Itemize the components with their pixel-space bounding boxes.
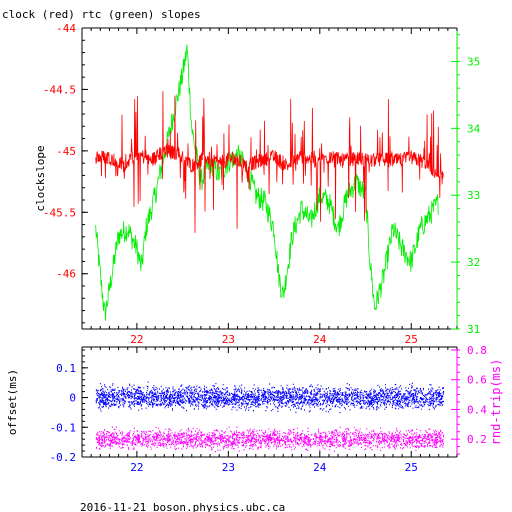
footer-text: 2016-11-21 boson.physics.ubc.ca [80, 501, 285, 512]
y2-tick-label: 0.4 [467, 403, 487, 416]
x-tick-label: 25 [405, 333, 418, 346]
x-tick-label: 22 [130, 333, 143, 346]
x-tick-label: 25 [405, 461, 418, 474]
y2-tick-label: 34 [467, 122, 481, 135]
y2-tick-label: 0.8 [467, 344, 487, 357]
x-tick-label: 24 [313, 333, 327, 346]
y-tick-label: -46 [56, 268, 76, 281]
y-tick-label: -0.1 [50, 421, 77, 434]
y-axis-label: clockslope [34, 145, 47, 211]
y-tick-label: -44 [56, 22, 76, 35]
y-tick-label: 0 [69, 392, 76, 405]
y2-tick-label: 31 [467, 323, 480, 336]
y-tick-label: 0.1 [56, 362, 76, 375]
y2-tick-label: 0.6 [467, 374, 487, 387]
y-tick-label: -0.2 [50, 451, 77, 464]
y2-tick-label: 35 [467, 55, 480, 68]
rtc-series-line [95, 44, 439, 321]
bottom-panel: 22 23 24 25 0.1 0 -0.1 -0.2 0.8 0.6 0.4 0.2 offset(m… [6, 344, 503, 474]
y-tick-label: -45 [56, 145, 76, 158]
y-tick-label: -45.5 [43, 206, 76, 219]
y2-tick-label: 32 [467, 256, 480, 269]
x-tick-label: 24 [313, 461, 327, 474]
rnd-trip-points [95, 426, 445, 453]
x-tick-label: 23 [222, 461, 235, 474]
offset-points [95, 381, 445, 414]
y2-tick-label: 33 [467, 189, 480, 202]
chart-title: clock (red) rtc (green) slopes [2, 8, 201, 21]
y2-axis-label: rnd-trip(ms) [489, 359, 503, 446]
y-axis-label: offset(ms) [6, 369, 19, 435]
x-tick-label: 22 [130, 461, 143, 474]
clock-series-line [95, 91, 444, 233]
x-tick-label: 23 [222, 333, 235, 346]
y2-tick-label: 0.2 [467, 433, 487, 446]
top-panel: 22 23 24 25 -44 -44.5 -45 -45.5 -46 31 32 33 34 35 clo… [34, 22, 481, 346]
y-tick-label: -44.5 [43, 83, 76, 96]
